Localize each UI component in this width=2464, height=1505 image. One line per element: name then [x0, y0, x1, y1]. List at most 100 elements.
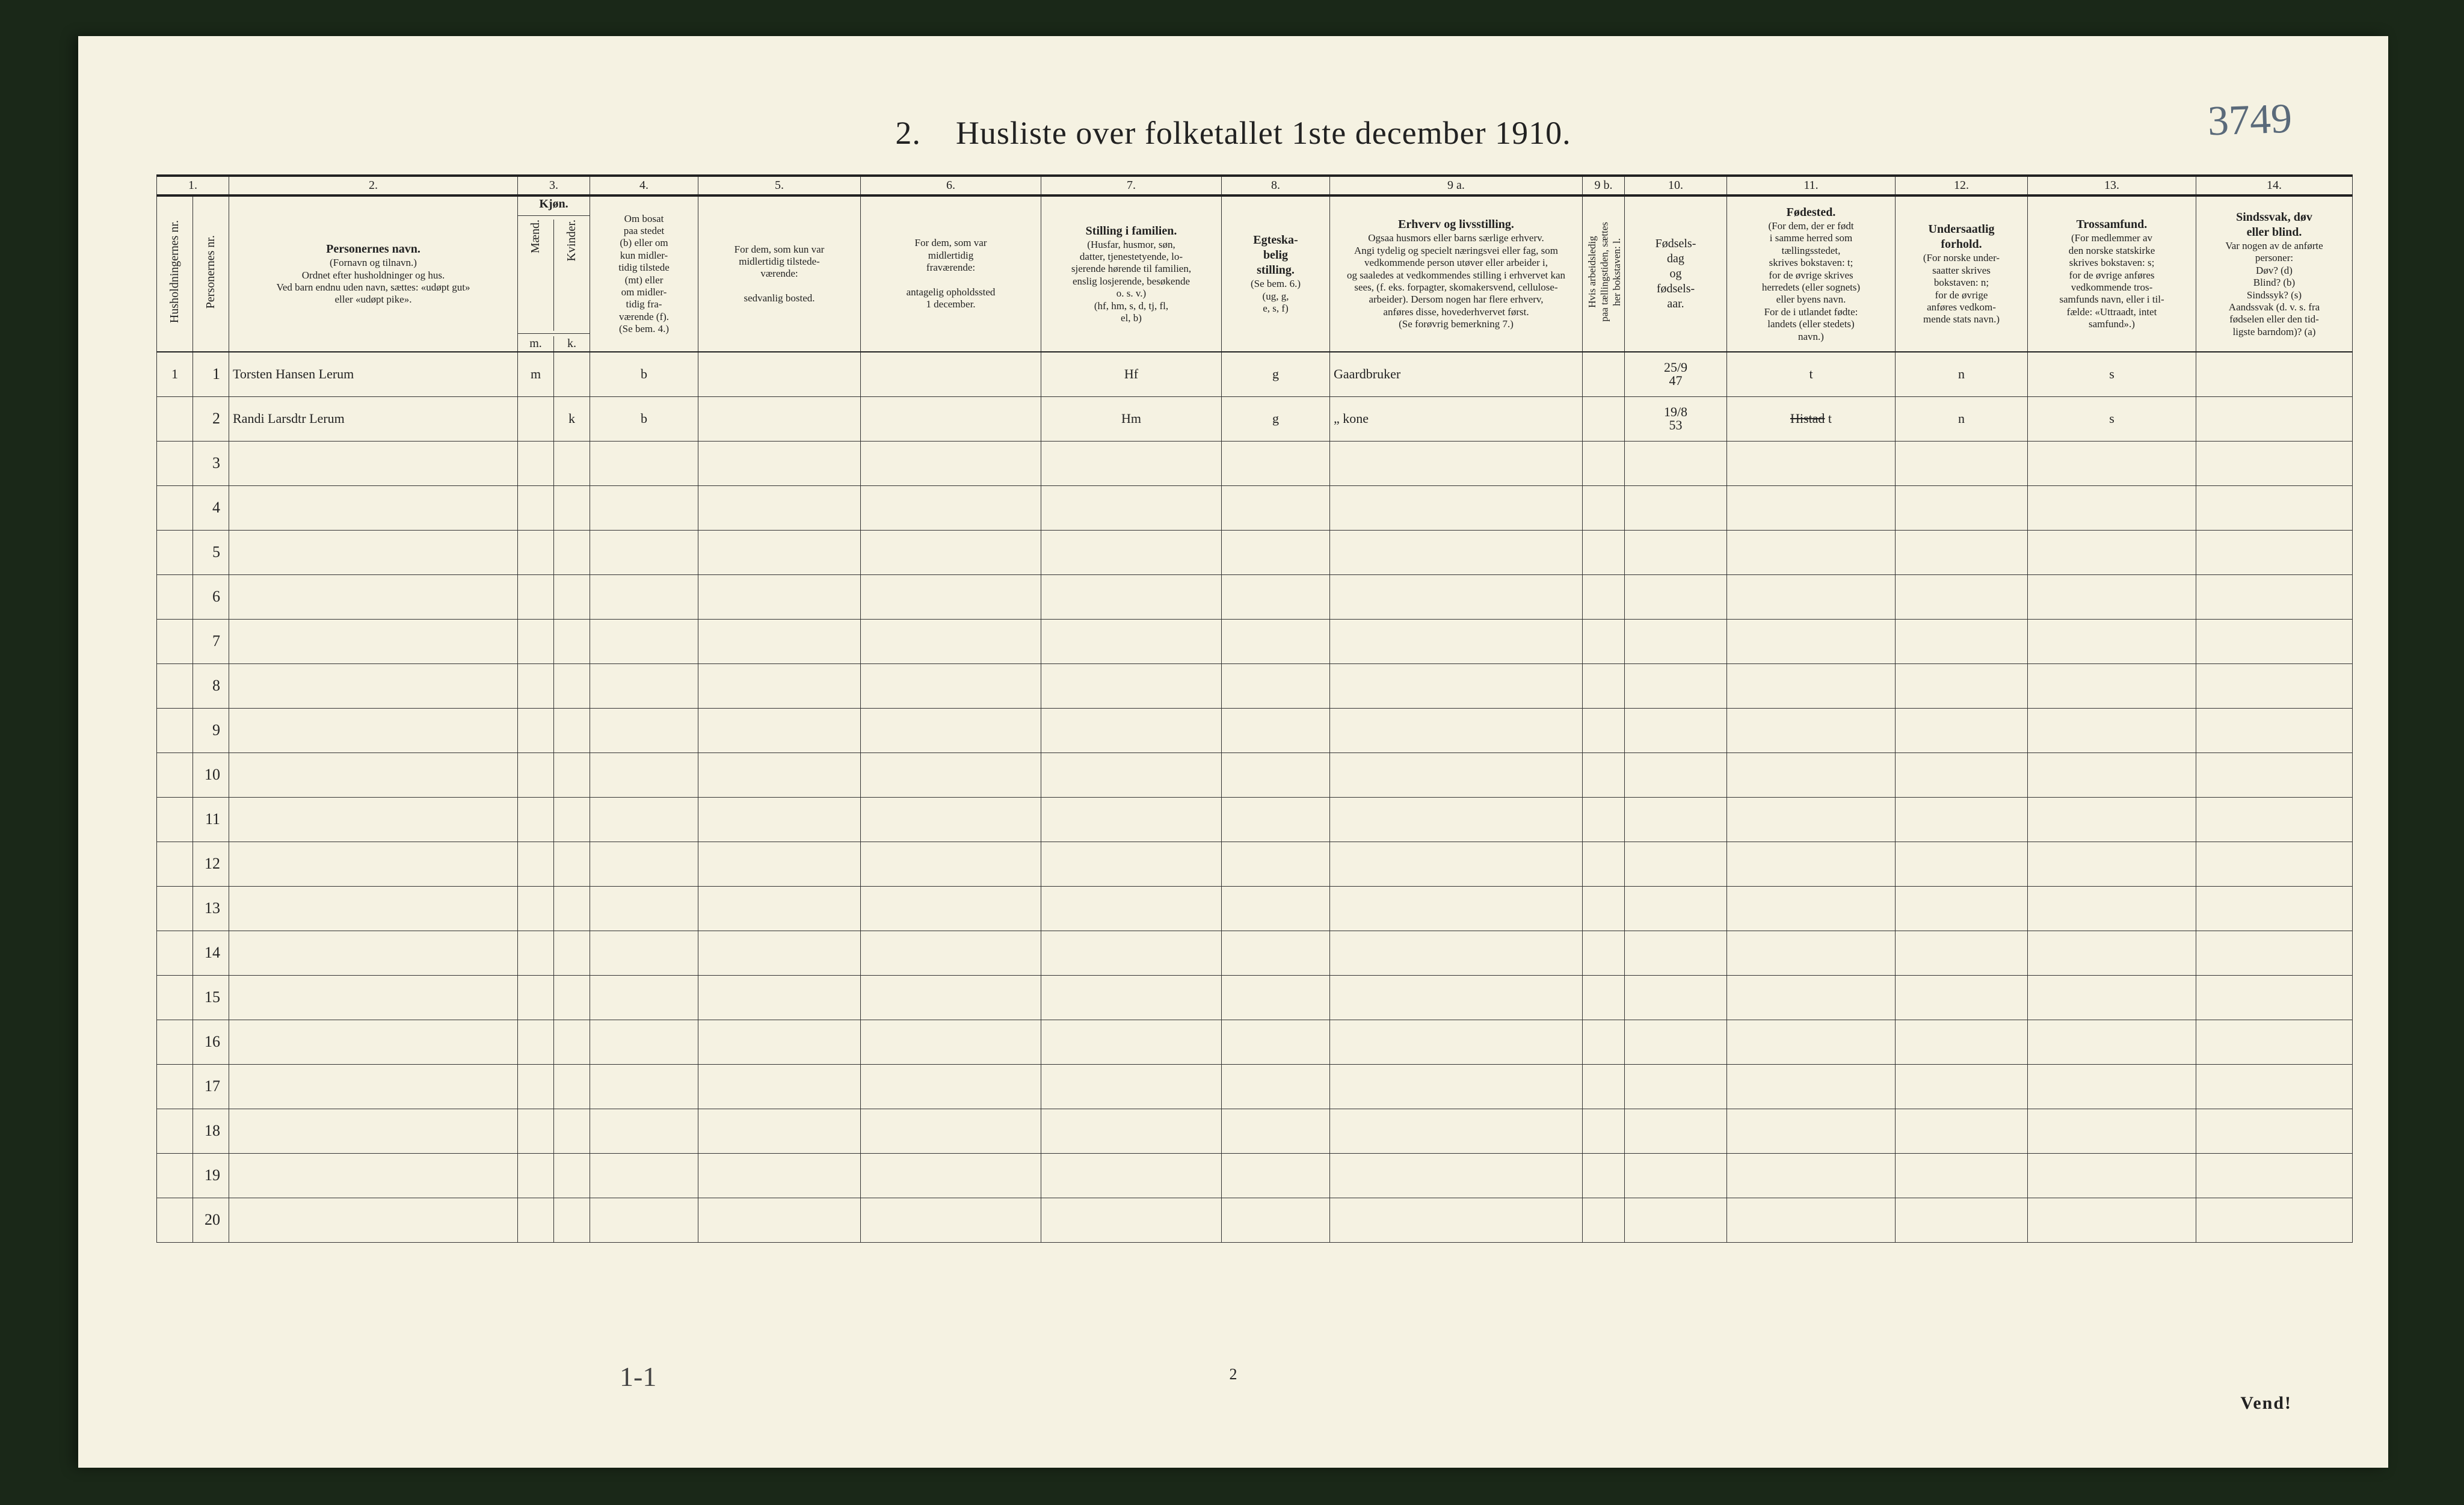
empty-cell: [590, 663, 698, 708]
empty-cell: [1896, 1153, 2028, 1198]
empty-cell: [1583, 842, 1625, 886]
empty-cell: [157, 530, 193, 574]
page-title-row: 2. Husliste over folketallet 1ste decemb…: [78, 114, 2388, 152]
empty-cell: [1896, 530, 2028, 574]
colnum-5: 5.: [698, 176, 861, 195]
empty-cell: [1625, 842, 1727, 886]
table-row: 11: [157, 797, 2353, 842]
table-row: 6: [157, 574, 2353, 619]
empty-cell: [861, 975, 1041, 1020]
empty-cell: [590, 931, 698, 975]
empty-cell: [1727, 931, 1896, 975]
empty-cell: [698, 797, 861, 842]
empty-cell: [861, 1198, 1041, 1242]
header-fodested: Fødested. (For dem, der er født i samme …: [1727, 195, 1896, 352]
empty-cell: [1583, 530, 1625, 574]
empty-cell: [1222, 842, 1330, 886]
empty-cell: [229, 1020, 518, 1064]
empty-cell: [698, 931, 861, 975]
header-arbeidsledig: Hvis arbeidsledig paa tællingstiden, sæt…: [1583, 195, 1625, 352]
empty-cell: [157, 975, 193, 1020]
empty-cell: [229, 797, 518, 842]
empty-cell: [1041, 441, 1222, 485]
empty-cell: [1222, 1109, 1330, 1153]
empty-cell: [229, 1198, 518, 1242]
empty-cell: [1222, 441, 1330, 485]
empty-cell: [518, 708, 554, 752]
empty-cell: [518, 886, 554, 931]
empty-cell: [590, 1198, 698, 1242]
empty-cell: [590, 886, 698, 931]
empty-cell: [1041, 842, 1222, 886]
empty-cell: [518, 663, 554, 708]
empty-cell: [229, 441, 518, 485]
empty-cell: [2028, 842, 2196, 886]
empty-cell: [1727, 797, 1896, 842]
empty-cell: [2196, 886, 2353, 931]
cell-col10: 19/8 53: [1625, 396, 1727, 441]
empty-cell: [1727, 485, 1896, 530]
header-undersaatlig-title: Undersaatlig forhold.: [1929, 223, 1995, 251]
empty-cell: [554, 1020, 590, 1064]
empty-cell: [2196, 1109, 2353, 1153]
header-sindssvak-body: Var nogen av de anførte personer: Døv? (…: [2200, 240, 2348, 338]
empty-cell: [698, 485, 861, 530]
empty-cell: [229, 842, 518, 886]
empty-cell: [1727, 1020, 1896, 1064]
empty-cell: [1583, 574, 1625, 619]
empty-cell: [2028, 752, 2196, 797]
empty-cell: [1625, 574, 1727, 619]
empty-cell: [1330, 1064, 1583, 1109]
empty-cell: 4: [193, 485, 229, 530]
colnum-13: 13.: [2028, 176, 2196, 195]
empty-cell: [1222, 886, 1330, 931]
header-kjon-kvinder: Kvinder.: [564, 220, 579, 261]
empty-cell: [2196, 1153, 2353, 1198]
empty-cell: [1222, 485, 1330, 530]
table-head: 1. 2. 3. 4. 5. 6. 7. 8. 9 a. 9 b. 10. 11…: [157, 176, 2353, 352]
empty-cell: [1896, 1020, 2028, 1064]
empty-cell: [518, 530, 554, 574]
empty-cell: [157, 441, 193, 485]
empty-cell: [157, 663, 193, 708]
empty-cell: [2028, 663, 2196, 708]
table-row: 20: [157, 1198, 2353, 1242]
empty-cell: [590, 1020, 698, 1064]
empty-cell: [554, 1109, 590, 1153]
empty-cell: [229, 886, 518, 931]
header-undersaatlig-body: (For norske under- saatter skrives bokst…: [1899, 252, 2024, 325]
colnum-11: 11.: [1727, 176, 1896, 195]
empty-cell: [698, 663, 861, 708]
empty-cell: [1727, 842, 1896, 886]
empty-cell: [157, 931, 193, 975]
header-fodselsdag: Fødsels- dag og fødsels- aar.: [1625, 195, 1727, 352]
header-bosat: Om bosat paa stedet (b) eller om kun mid…: [590, 195, 698, 352]
header-erhverv: Erhverv og livsstilling. Ogsaa husmors e…: [1330, 195, 1583, 352]
empty-cell: [1330, 485, 1583, 530]
empty-cell: [518, 752, 554, 797]
empty-cell: [157, 708, 193, 752]
empty-cell: [861, 1109, 1041, 1153]
table-row: 16: [157, 1020, 2353, 1064]
empty-cell: [590, 752, 698, 797]
empty-cell: [861, 842, 1041, 886]
empty-cell: [2196, 797, 2353, 842]
empty-cell: [1583, 1064, 1625, 1109]
empty-cell: [1222, 708, 1330, 752]
empty-cell: [1727, 441, 1896, 485]
empty-cell: [1583, 1198, 1625, 1242]
empty-cell: [157, 886, 193, 931]
empty-cell: [2196, 574, 2353, 619]
empty-cell: [518, 1064, 554, 1109]
empty-cell: [1330, 619, 1583, 663]
empty-cell: [1222, 530, 1330, 574]
empty-cell: [518, 842, 554, 886]
header-arbeidsledig-text: Hvis arbeidsledig paa tællingstiden, sæt…: [1586, 222, 1623, 322]
empty-cell: [1727, 886, 1896, 931]
cell-kjon-m: m: [518, 352, 554, 396]
empty-cell: [157, 619, 193, 663]
empty-cell: [2196, 441, 2353, 485]
empty-cell: [1041, 1198, 1222, 1242]
header-undersaatlig: Undersaatlig forhold. (For norske under-…: [1896, 195, 2028, 352]
header-fodested-body: (For dem, der er født i samme herred som…: [1731, 220, 1891, 343]
